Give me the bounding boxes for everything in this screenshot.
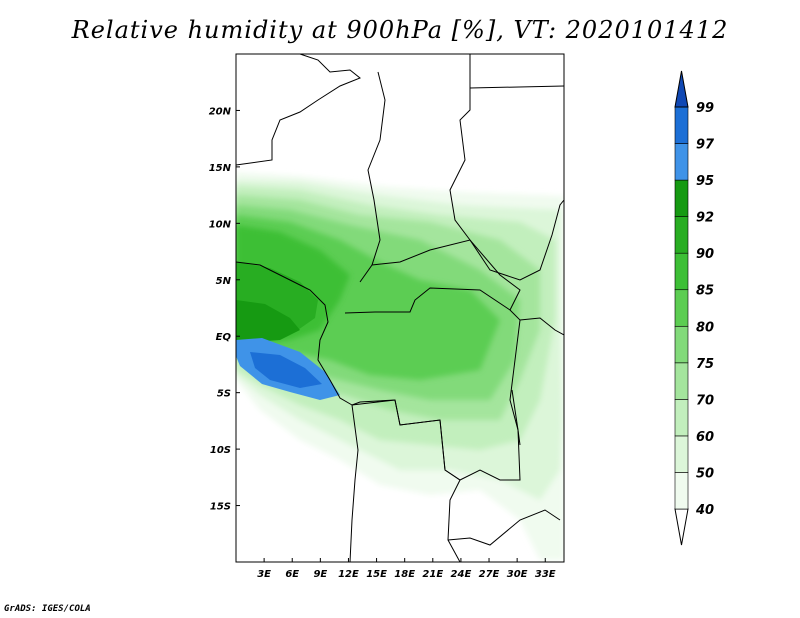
lake-tanganyika bbox=[511, 389, 521, 446]
borders bbox=[236, 54, 564, 562]
colorbar-label: 85 bbox=[696, 284, 714, 299]
longitude-axis: 3E 6E 9E 12E 15E 18E 21E 24E 27E 30E 33E bbox=[257, 558, 556, 580]
lon-tick-label: 18E bbox=[394, 569, 415, 580]
credit-label: GrADS: IGES/COLA bbox=[4, 604, 91, 614]
lat-tick-label: 5S bbox=[217, 389, 231, 400]
colorbar-segment bbox=[674, 216, 689, 254]
lon-tick-label: 24E bbox=[451, 569, 472, 580]
colorbar-segment bbox=[674, 472, 689, 510]
border-south bbox=[447, 509, 561, 546]
rh-97-region bbox=[250, 352, 322, 388]
map-frame bbox=[235, 53, 565, 563]
colorbar-label: 95 bbox=[696, 174, 714, 189]
colorbar-upper-triangle bbox=[674, 70, 689, 108]
colorbar-segment bbox=[674, 179, 689, 217]
colorbar-segment bbox=[674, 289, 689, 327]
colorbar-label: 60 bbox=[696, 430, 714, 445]
colorbar-label: 90 bbox=[696, 247, 714, 262]
colorbar-segment bbox=[674, 325, 689, 364]
colorbar-segment bbox=[674, 252, 689, 291]
lon-tick-label: 15E bbox=[366, 569, 387, 580]
border-north bbox=[359, 71, 386, 283]
border-car bbox=[371, 239, 521, 311]
lon-tick-label: 30E bbox=[507, 569, 528, 580]
lat-tick-label: 20N bbox=[209, 106, 232, 117]
lon-tick-label: 12E bbox=[338, 569, 359, 580]
colorbar-segment bbox=[674, 106, 689, 144]
border-sahara bbox=[236, 54, 361, 166]
lon-tick-label: 27E bbox=[479, 569, 500, 580]
chart-title: Relative humidity at 900hPa [%], VT: 202… bbox=[71, 16, 729, 44]
colorbar-segment bbox=[674, 143, 689, 181]
border-top-right bbox=[469, 85, 564, 89]
border-east bbox=[519, 317, 564, 336]
colorbar-segment bbox=[674, 435, 689, 473]
colorbar-label: 50 bbox=[696, 466, 714, 481]
lat-tick-label: 15S bbox=[210, 502, 231, 513]
lon-tick-label: 6E bbox=[285, 569, 299, 580]
lon-tick-label: 9E bbox=[313, 569, 327, 580]
colorbar-label: 92 bbox=[696, 211, 714, 226]
lat-tick-label: EQ bbox=[216, 332, 232, 343]
colorbar-label: 80 bbox=[696, 320, 714, 335]
colorbar-label: 70 bbox=[696, 393, 714, 408]
lat-tick-label: 15N bbox=[209, 163, 232, 174]
lon-tick-label: 21E bbox=[422, 569, 443, 580]
rh-92-region bbox=[236, 300, 300, 342]
lat-tick-label: 10S bbox=[210, 445, 231, 456]
colorbar-label: 97 bbox=[696, 138, 715, 153]
coastline bbox=[236, 261, 359, 562]
colorbar-label: 99 bbox=[696, 101, 714, 116]
lat-tick-label: 5N bbox=[216, 276, 232, 287]
lon-tick-label: 3E bbox=[257, 569, 271, 580]
border-angola bbox=[351, 399, 461, 562]
lat-tick-label: 10N bbox=[209, 219, 232, 230]
colorbar-lower-triangle bbox=[674, 508, 689, 546]
latitude-axis: 20N 15N 10N 5N EQ 5S 10S 15S bbox=[209, 106, 240, 513]
humidity-field bbox=[236, 172, 564, 560]
lon-tick-label: 33E bbox=[535, 569, 556, 580]
colorbar-segment bbox=[674, 399, 689, 437]
colorbar-segment bbox=[674, 362, 689, 400]
colorbar-label: 40 bbox=[695, 503, 714, 518]
colorbar-label: 75 bbox=[696, 357, 714, 372]
